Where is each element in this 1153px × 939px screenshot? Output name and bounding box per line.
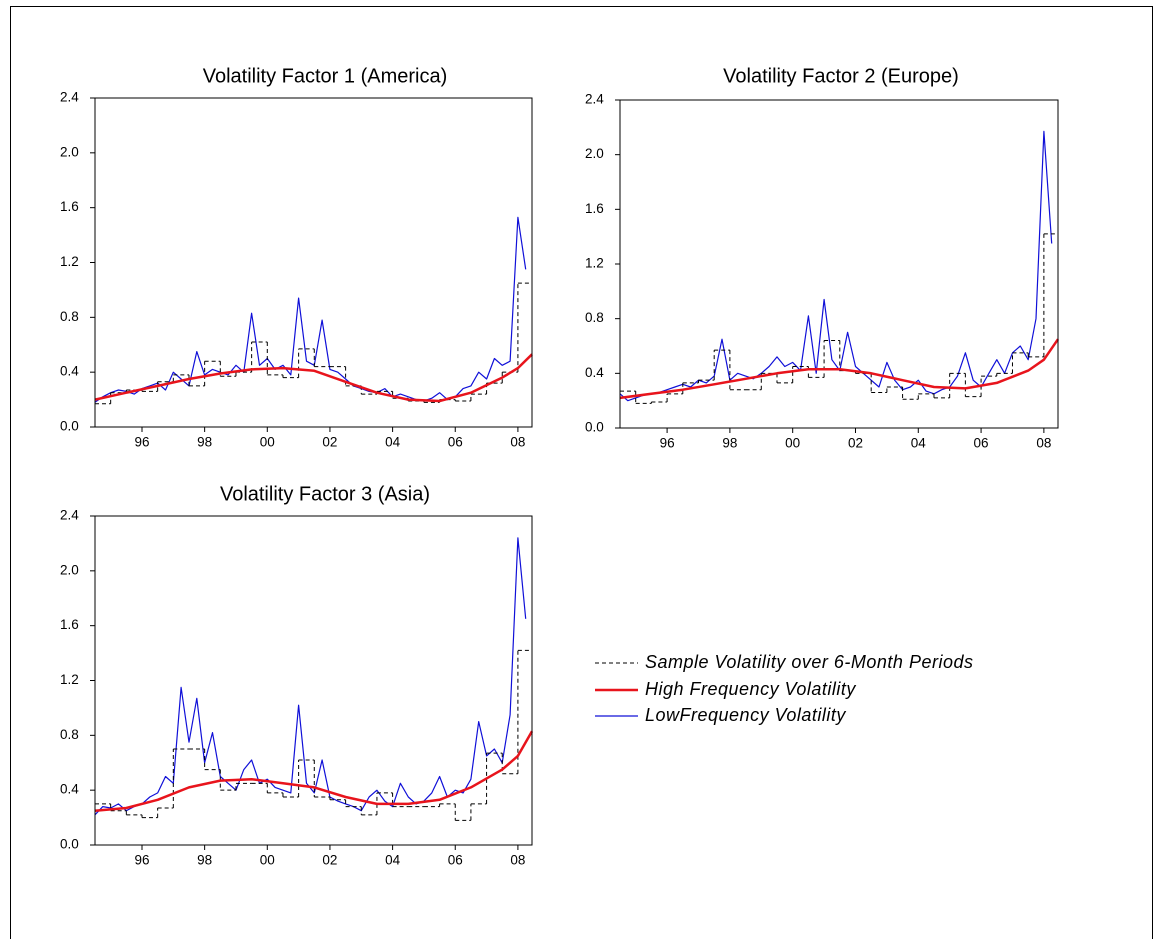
x-tick-label: 98 — [722, 436, 737, 451]
y-tick-label: 0.4 — [60, 782, 79, 797]
y-tick-label: 2.0 — [585, 146, 604, 161]
x-tick-label: 02 — [322, 435, 337, 450]
y-tick-label: 1.6 — [60, 617, 79, 632]
series-line — [94, 216, 527, 403]
x-tick-label: 00 — [785, 436, 800, 451]
y-tick-label: 2.0 — [60, 144, 79, 159]
x-tick-label: 02 — [848, 436, 863, 451]
x-tick-label: 08 — [510, 853, 525, 868]
y-tick-label: 0.8 — [585, 310, 604, 325]
plot-frame — [94, 515, 533, 846]
x-tick-label: 98 — [197, 853, 212, 868]
y-tick-label: 0.0 — [585, 420, 604, 435]
y-tick-label: 0.4 — [585, 365, 604, 380]
x-tick-label: 98 — [197, 435, 212, 450]
y-tick-label: 2.4 — [585, 92, 604, 107]
series-line — [94, 353, 533, 403]
chart-title: Volatility Factor 1 (America) — [203, 65, 448, 87]
chart-title: Volatility Factor 3 (Asia) — [220, 483, 430, 505]
x-tick-label: 96 — [134, 853, 149, 868]
frame — [10, 6, 1153, 939]
y-tick-label: 1.2 — [60, 672, 79, 687]
y-tick-label: 2.0 — [60, 562, 79, 577]
x-tick-label: 06 — [448, 853, 463, 868]
x-tick-label: 96 — [660, 436, 675, 451]
x-tick-label: 00 — [260, 435, 275, 450]
series-line — [619, 338, 1060, 400]
legend-label: Sample Volatility over 6-Month Periods — [645, 652, 973, 672]
x-tick-label: 08 — [510, 435, 525, 450]
y-tick-label: 0.4 — [60, 364, 79, 379]
legend-label: High Frequency Volatility — [645, 679, 856, 699]
chart-title: Volatility Factor 2 (Europe) — [723, 65, 959, 87]
x-tick-label: 00 — [260, 853, 275, 868]
series-line — [619, 130, 1053, 402]
y-tick-label: 1.6 — [585, 201, 604, 216]
x-tick-label: 96 — [134, 435, 149, 450]
y-tick-label: 1.6 — [60, 199, 79, 214]
x-tick-label: 06 — [448, 435, 463, 450]
series-line — [94, 730, 534, 812]
y-tick-label: 0.8 — [60, 309, 79, 324]
y-tick-label: 2.4 — [60, 90, 79, 105]
x-tick-label: 04 — [385, 435, 401, 450]
x-tick-label: 08 — [1036, 436, 1051, 451]
y-tick-label: 0.0 — [60, 837, 79, 852]
y-tick-label: 1.2 — [60, 254, 79, 269]
series-line — [94, 537, 527, 816]
plot-frame — [94, 97, 533, 428]
x-tick-label: 04 — [385, 853, 401, 868]
legend-label: LowFrequency Volatility — [645, 705, 846, 725]
y-tick-label: 0.0 — [60, 419, 79, 434]
y-tick-label: 2.4 — [60, 508, 79, 523]
x-tick-label: 06 — [974, 436, 989, 451]
plot-frame — [619, 99, 1059, 429]
x-tick-label: 04 — [911, 436, 927, 451]
x-tick-label: 02 — [322, 853, 337, 868]
y-tick-label: 1.2 — [585, 256, 604, 271]
y-tick-label: 0.8 — [60, 727, 79, 742]
